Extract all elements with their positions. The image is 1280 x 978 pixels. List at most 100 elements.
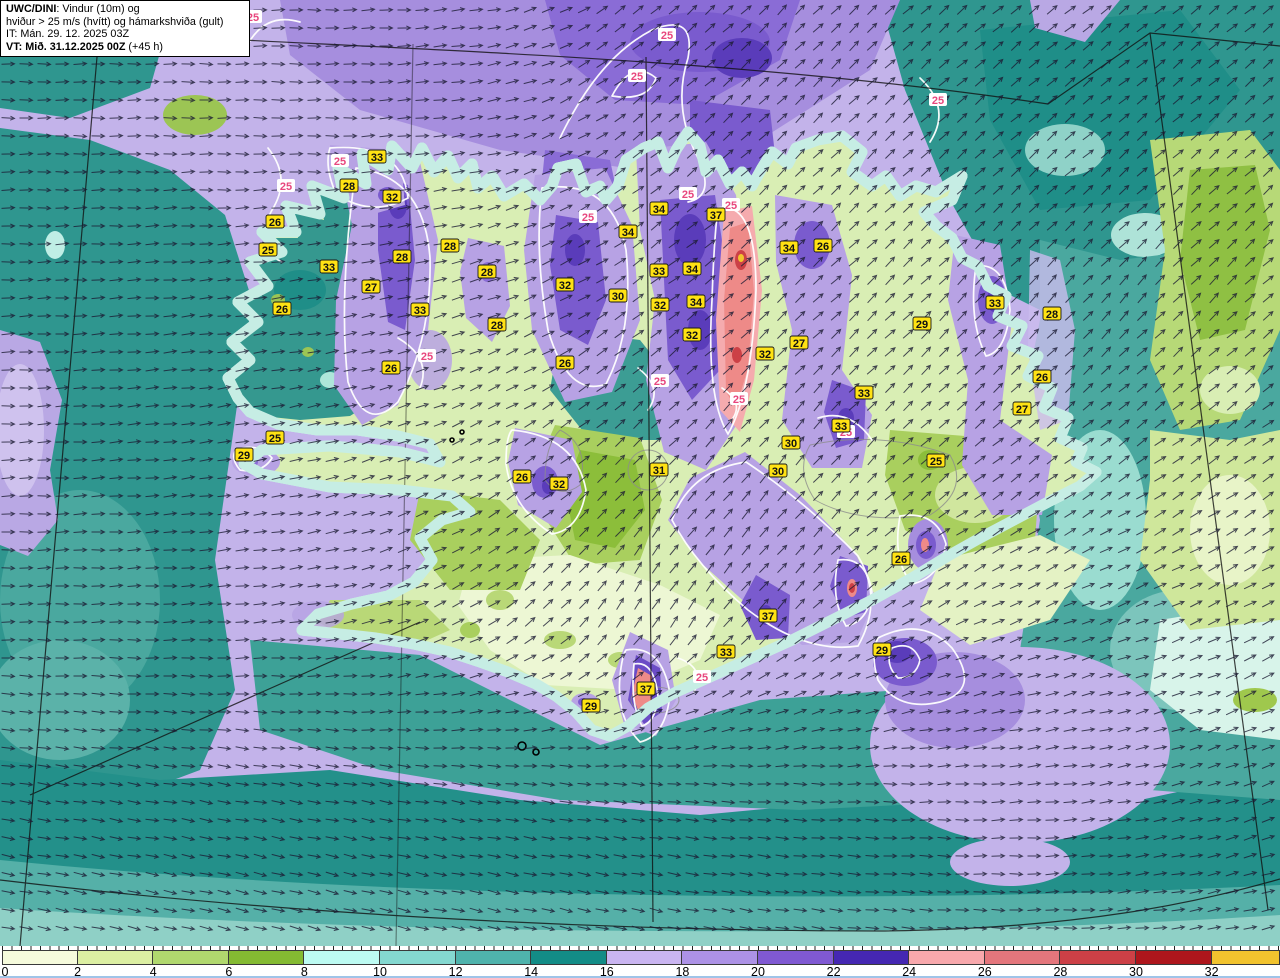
- colorbar-tick-label: 30: [1129, 965, 1143, 978]
- sea-regions: [0, 0, 1280, 946]
- contour-25-label: 25: [418, 349, 436, 363]
- gust-value-label: 32: [555, 277, 575, 292]
- gust-value-label: 29: [912, 316, 932, 331]
- svg-text:33: 33: [323, 262, 335, 274]
- svg-text:30: 30: [612, 291, 624, 303]
- info-line-valid-time: VT: Mið. 31.12.2025 00Z (+45 h): [6, 40, 163, 53]
- svg-text:25: 25: [682, 189, 694, 201]
- svg-text:27: 27: [793, 338, 805, 350]
- colorbar-segment: [1211, 950, 1280, 965]
- contour-25-label: 25: [722, 198, 740, 212]
- svg-text:25: 25: [582, 212, 594, 224]
- gust-value-label: 26: [512, 469, 532, 484]
- svg-text:32: 32: [386, 192, 398, 204]
- gust-value-label: 25: [265, 430, 285, 445]
- contour-25-label: 25: [693, 670, 711, 684]
- colorbar-minor-ticks: [2, 946, 1280, 950]
- svg-text:34: 34: [653, 204, 666, 216]
- svg-text:25: 25: [725, 200, 737, 212]
- info-line-init-time: IT: Mán. 29. 12. 2025 03Z: [6, 28, 130, 41]
- colorbar-tick-label: 2: [74, 965, 82, 978]
- wind-speed-colorbar: 0 2 4 6 8 10 12 14 16 18 20 22 24 26 28 30 32: [0, 946, 1280, 978]
- colorbar-segment: [2, 950, 78, 965]
- colorbar-segment: [304, 950, 380, 965]
- colorbar-segment: [380, 950, 456, 965]
- gust-value-label: 27: [361, 279, 381, 294]
- gust-value-label: 28: [1042, 306, 1062, 321]
- svg-text:32: 32: [759, 349, 771, 361]
- gust-value-label: 32: [382, 189, 402, 204]
- colorbar-segment: [531, 950, 607, 965]
- colorbar-tick-label: 26: [977, 965, 992, 978]
- gust-value-label: 26: [891, 551, 911, 566]
- colorbar-tick-label: 20: [751, 965, 765, 978]
- gust-value-label: 26: [265, 214, 285, 229]
- gust-value-label: 33: [319, 259, 339, 274]
- gust-value-label: 34: [649, 201, 669, 216]
- gust-value-label: 34: [618, 224, 638, 239]
- colorbar-segment: [758, 950, 834, 965]
- gust-value-label: 28: [440, 238, 460, 253]
- info-line-title: UWC/DINI: Vindur (10m) og: [6, 3, 140, 15]
- colorbar-tick-label: 16: [599, 965, 614, 978]
- svg-text:25: 25: [262, 245, 274, 257]
- svg-text:34: 34: [783, 243, 796, 255]
- colorbar-segment: [77, 950, 154, 965]
- colorbar-tick-label: 8: [300, 965, 308, 978]
- contour-25-label: 25: [579, 210, 597, 224]
- gust-value-label: 26: [813, 238, 833, 253]
- svg-text:34: 34: [686, 264, 699, 276]
- svg-text:26: 26: [817, 241, 829, 253]
- svg-text:26: 26: [385, 363, 397, 375]
- contour-25-label: 25: [658, 28, 676, 42]
- svg-text:33: 33: [371, 152, 383, 164]
- colorbar-segment: [984, 950, 1061, 965]
- gust-value-label: 29: [234, 447, 254, 462]
- svg-text:33: 33: [414, 305, 426, 317]
- gust-value-label: 30: [608, 288, 628, 303]
- meridian-west: [19, 33, 100, 946]
- svg-text:29: 29: [876, 645, 888, 657]
- gust-value-label: 34: [779, 240, 799, 255]
- map-labels-layer: 25 25 25 25 25 25 25 25 25 25 25 25 25 25 33 28 32 26 25 33…: [234, 10, 1062, 713]
- colorbar-tick-label: 18: [675, 965, 690, 978]
- gust-value-label: 28: [392, 249, 412, 264]
- gust-value-label: 32: [682, 327, 702, 342]
- contour-25-label: 25: [628, 69, 646, 83]
- svg-text:33: 33: [835, 421, 847, 433]
- svg-text:26: 26: [276, 304, 288, 316]
- svg-text:34: 34: [622, 227, 635, 239]
- coastline: [228, 132, 1096, 756]
- colorbar-tick-label: 14: [524, 965, 539, 978]
- meridian-center: [645, 56, 654, 923]
- gust-value-label: 32: [549, 476, 569, 491]
- svg-text:33: 33: [858, 388, 870, 400]
- svg-text:28: 28: [491, 320, 503, 332]
- svg-text:37: 37: [710, 210, 722, 222]
- latitude-line-south: [0, 878, 1280, 932]
- svg-text:32: 32: [553, 479, 565, 491]
- colorbar-segment: [1136, 950, 1212, 965]
- contour-25-label: 25: [651, 374, 669, 388]
- colorbar-tick-label: 32: [1204, 965, 1219, 978]
- svg-text:25: 25: [280, 181, 292, 193]
- colorbar-segment: [833, 950, 910, 965]
- svg-text:34: 34: [690, 297, 703, 309]
- gust-value-label: 34: [686, 294, 706, 309]
- colorbar-tick-label: 28: [1053, 965, 1068, 978]
- gust-value-label: 33: [367, 149, 387, 164]
- gust-value-label: 33: [985, 295, 1005, 310]
- svg-text:25: 25: [930, 456, 942, 468]
- svg-text:26: 26: [559, 358, 571, 370]
- colorbar-tick-label: 0: [1, 965, 9, 978]
- gust-value-label: 30: [781, 435, 801, 450]
- svg-text:26: 26: [1036, 372, 1048, 384]
- svg-text:32: 32: [654, 300, 666, 312]
- svg-text:28: 28: [1046, 309, 1058, 321]
- svg-text:25: 25: [661, 30, 673, 42]
- colorbar-tick-label: 22: [826, 965, 841, 978]
- svg-text:26: 26: [895, 554, 907, 566]
- svg-text:33: 33: [653, 266, 665, 278]
- gust-value-label: 32: [650, 297, 670, 312]
